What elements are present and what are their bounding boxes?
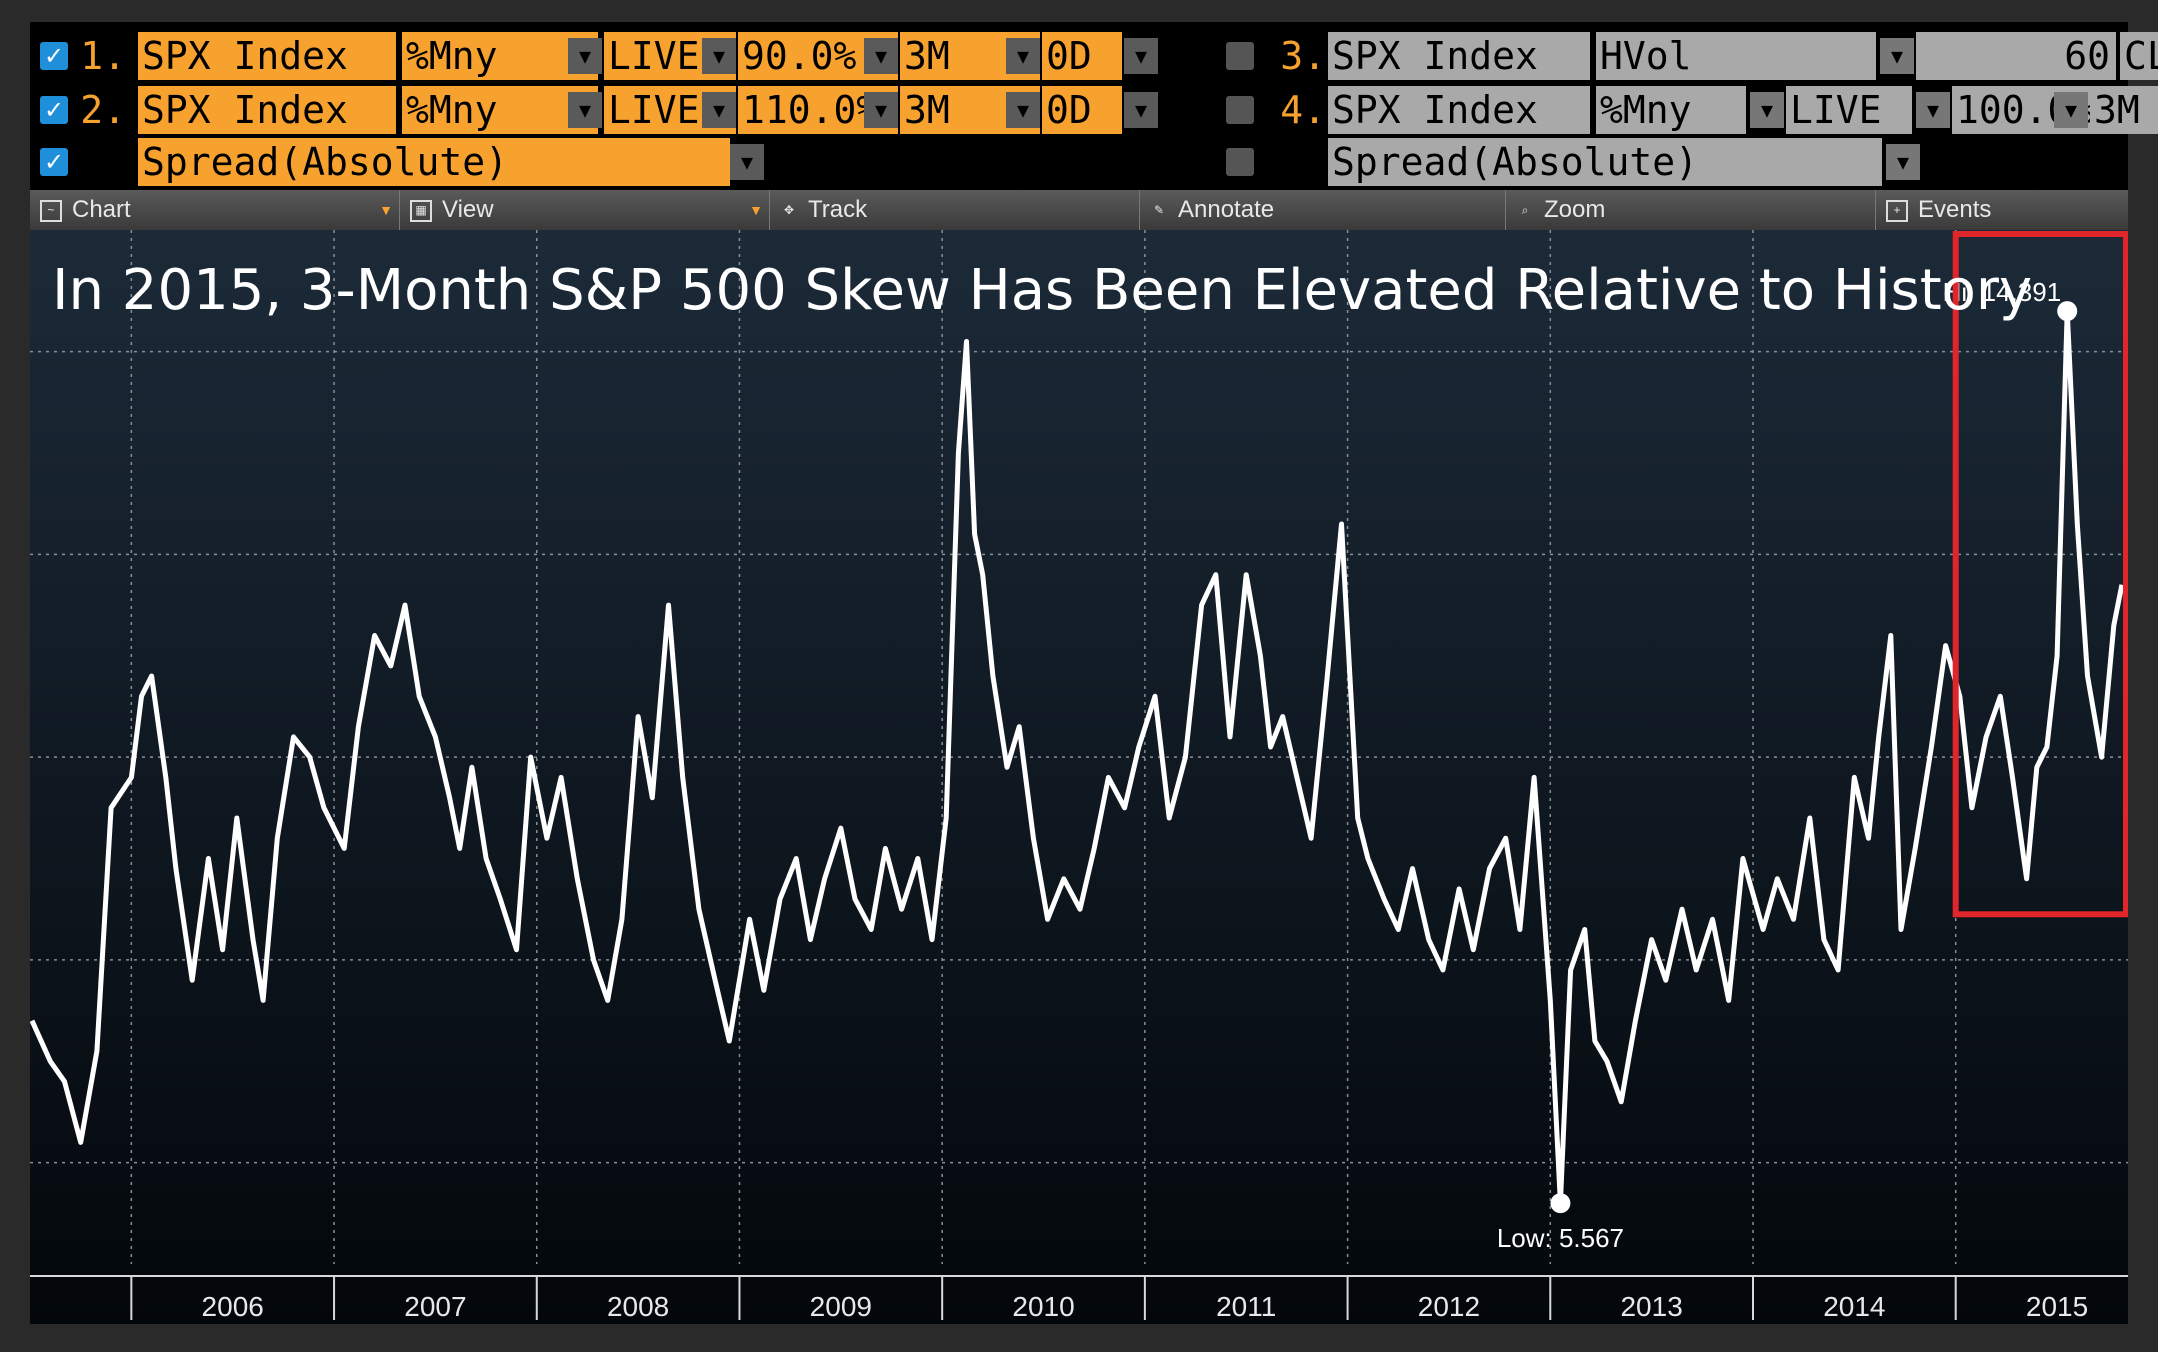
chart-icon: ~ — [40, 199, 62, 222]
low-point-marker — [1550, 1193, 1571, 1214]
spread-left-label[interactable]: Spread(Absolute) — [138, 138, 730, 186]
row-4-moneyness-dropdown[interactable]: ▼ — [2054, 92, 2088, 128]
view-menu[interactable]: ▦ View ▼ — [400, 190, 770, 230]
annotation-layer: Hi: 14.391 Low: 5.567 — [1497, 231, 2128, 1253]
row-4-number: 4. — [1280, 88, 1326, 132]
row-1-moneyness-dropdown[interactable]: ▼ — [864, 38, 898, 74]
view-menu-label: View — [442, 196, 494, 223]
row-4-ticker[interactable]: SPX Index — [1328, 86, 1590, 134]
gridlines — [30, 230, 2128, 1264]
skew-chart: 2006 2007 2008 2009 2010 2011 2012 2013 2014 2015… — [30, 230, 2128, 1324]
series-layer — [30, 308, 2125, 1206]
view-menu-caret-icon: ▼ — [749, 202, 763, 218]
spread-left-checkbox[interactable]: ✓ — [40, 148, 68, 176]
x-tick-label: 2009 — [810, 1291, 872, 1322]
highlight-box-2015 — [1952, 231, 2128, 918]
zoom-button[interactable]: ⌕ Zoom — [1506, 190, 1876, 230]
x-tick-label: 2014 — [1823, 1291, 1885, 1322]
track-label: Track — [808, 196, 868, 223]
row-1-ticker[interactable]: SPX Index — [138, 32, 396, 80]
spread-right-dropdown[interactable]: ▼ — [1886, 144, 1920, 180]
x-tick-label: 2006 — [202, 1291, 264, 1322]
legend-row-2: ✓ 2. SPX Index %Mny ▼ LIVE ▼ 110.0% ▼ 3M… — [30, 86, 1190, 136]
row-1-checkbox[interactable]: ✓ — [40, 42, 68, 70]
x-tick-label: 2010 — [1012, 1291, 1074, 1322]
x-tick-label: 2012 — [1418, 1291, 1480, 1322]
row-4-tenor[interactable]: 3M — [2090, 86, 2158, 134]
row-3-ticker[interactable]: SPX Index — [1328, 32, 1590, 80]
row-3-suffix[interactable]: CLV — [2120, 32, 2158, 80]
track-button[interactable]: ✥ Track — [770, 190, 1140, 230]
legend-row-4: ✓ 4. SPX Index %Mny ▼ LIVE ▼ 100.0% ▼ 3M — [1190, 86, 2158, 136]
legend-row-1: ✓ 1. SPX Index %Mny ▼ LIVE ▼ 90.0% ▼ 3M … — [30, 32, 1190, 82]
bloomberg-chart-window: ✓ 1. SPX Index %Mny ▼ LIVE ▼ 90.0% ▼ 3M … — [30, 22, 2158, 1324]
row-2-field-dropdown[interactable]: ▼ — [568, 92, 602, 128]
x-tick-label: 2013 — [1620, 1291, 1682, 1322]
row-2-ticker[interactable]: SPX Index — [138, 86, 396, 134]
plot-area[interactable]: 2006 2007 2008 2009 2010 2011 2012 2013 2014 2015… — [30, 230, 2128, 1324]
legend-row-spread-right: ✓ Spread(Absolute) ▼ — [1190, 138, 2128, 188]
plot-background — [30, 230, 2128, 1324]
row-2-moneyness-dropdown[interactable]: ▼ — [864, 92, 898, 128]
row-4-checkbox[interactable]: ✓ — [1226, 96, 1254, 124]
x-tick-label: 2008 — [607, 1291, 669, 1322]
row-4-field[interactable]: %Mny — [1596, 86, 1746, 134]
row-2-checkbox[interactable]: ✓ — [40, 96, 68, 124]
row-2-tenor-dropdown[interactable]: ▼ — [1006, 92, 1040, 128]
events-button[interactable]: + Events — [1876, 190, 2128, 230]
row-4-mode-dropdown[interactable]: ▼ — [1916, 92, 1950, 128]
chart-menu-caret-icon: ▼ — [379, 202, 393, 218]
row-2-offset-dropdown[interactable]: ▼ — [1124, 92, 1158, 128]
row-1-field[interactable]: %Mny — [402, 32, 598, 80]
crosshair-icon: ✥ — [783, 202, 795, 217]
row-2-number: 2. — [80, 88, 126, 132]
high-point-label: Hi: 14.391 — [1943, 277, 2062, 307]
row-1-mode-dropdown[interactable]: ▼ — [702, 38, 736, 74]
row-3-number: 3. — [1280, 34, 1326, 78]
events-label: Events — [1918, 196, 1992, 223]
annotate-button[interactable]: ✎ Annotate — [1140, 190, 1506, 230]
row-2-mode-dropdown[interactable]: ▼ — [702, 92, 736, 128]
x-tick-label: 2011 — [1216, 1291, 1276, 1322]
row-3-field[interactable]: HVol — [1596, 32, 1876, 80]
row-3-checkbox[interactable]: ✓ — [1226, 42, 1254, 70]
row-3-value[interactable]: 60 — [1916, 32, 2116, 80]
high-point-marker — [2057, 301, 2078, 322]
series-line — [30, 308, 2125, 1206]
row-3-field-dropdown[interactable]: ▼ — [1880, 38, 1914, 74]
view-icon: ▦ — [410, 199, 432, 222]
x-tick-label: 2015 — [2026, 1291, 2088, 1322]
x-axis: 2006 2007 2008 2009 2010 2011 2012 2013 2014 2015 — [30, 1275, 2128, 1322]
row-4-mode[interactable]: LIVE — [1786, 86, 1912, 134]
events-icon: + — [1886, 199, 1908, 222]
row-1-number: 1. — [80, 34, 126, 78]
legend-row-spread-left: ✓ Spread(Absolute) ▼ — [30, 138, 1190, 188]
chart-menu[interactable]: ~ Chart ▼ — [30, 190, 400, 230]
row-2-field[interactable]: %Mny — [402, 86, 598, 134]
annotate-label: Annotate — [1178, 196, 1275, 223]
chart-menu-label: Chart — [72, 196, 131, 223]
zoom-label: Zoom — [1544, 196, 1606, 223]
magnifier-icon: ⌕ — [1521, 202, 1529, 217]
row-4-field-dropdown[interactable]: ▼ — [1750, 92, 1784, 128]
spread-right-label[interactable]: Spread(Absolute) — [1328, 138, 1882, 186]
chart-title: In 2015, 3-Month S&P 500 Skew Has Been E… — [52, 258, 2033, 323]
row-1-offset[interactable]: 0D — [1042, 32, 1122, 80]
row-2-offset[interactable]: 0D — [1042, 86, 1122, 134]
pencil-icon: ✎ — [1153, 202, 1165, 217]
spread-left-dropdown[interactable]: ▼ — [730, 144, 764, 180]
x-tick-label: 2007 — [404, 1291, 466, 1322]
low-point-label: Low: 5.567 — [1497, 1223, 1624, 1253]
row-1-field-dropdown[interactable]: ▼ — [568, 38, 602, 74]
spread-right-checkbox[interactable]: ✓ — [1226, 148, 1254, 176]
legend-row-3: ✓ 3. SPX Index HVol ▼ 60 CLV — [1190, 32, 2158, 82]
row-1-tenor-dropdown[interactable]: ▼ — [1006, 38, 1040, 74]
row-1-offset-dropdown[interactable]: ▼ — [1124, 38, 1158, 74]
chart-toolbar: ~ Chart ▼ ▦ View ▼ ✥ Track ✎ Annotate ⌕ Zoom + E… — [30, 190, 2128, 230]
